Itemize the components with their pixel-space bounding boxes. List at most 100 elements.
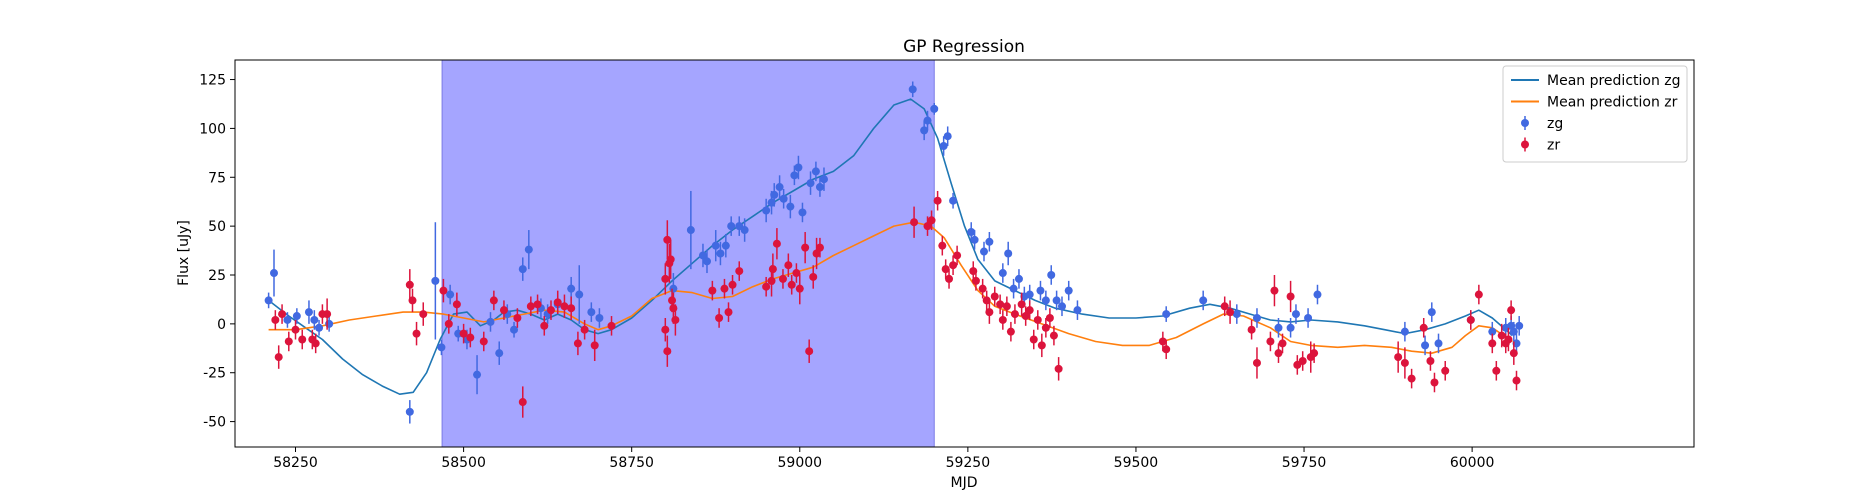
data-marker [669,304,678,313]
data-point [1054,357,1063,381]
data-point [979,241,988,262]
data-point [1006,321,1015,342]
data-point [953,245,962,266]
data-point [790,165,799,186]
series-mean-prediction-zg [268,98,1514,395]
data-marker [510,325,519,334]
data-point [941,259,950,279]
data-marker [1226,308,1235,317]
data-point [292,308,301,324]
data-marker [1515,321,1524,330]
data-point [1004,241,1013,266]
data-marker [419,310,428,319]
data-marker [805,347,814,356]
data-marker [671,315,680,324]
data-point [806,171,815,195]
data-point [815,237,824,258]
data-point [271,310,280,330]
data-point [768,253,777,285]
data-point [1298,351,1307,371]
data-marker [274,353,283,362]
x-tick-label: 58250 [273,455,318,471]
data-point [1033,310,1042,330]
data-marker [910,218,919,227]
data-marker [724,308,733,317]
y-axis: -50 -25 0 25 50 75 100 125 [199,73,235,431]
data-point [819,167,828,191]
data-marker [809,272,818,281]
data-marker [985,237,994,246]
data-point [1274,318,1283,338]
data-point [553,290,562,315]
data-point [661,263,670,295]
x-axis-label: MJD [951,475,978,491]
data-point [1057,296,1066,317]
data-point [970,230,979,250]
data-marker [923,116,932,125]
data-marker [949,261,958,270]
data-point [663,335,672,367]
data-marker [315,323,324,332]
data-point [1041,290,1050,311]
data-marker [495,349,504,358]
data-point [996,294,1005,315]
data-point [724,302,733,322]
data-point [775,175,784,199]
data-marker [770,190,779,199]
data-marker [489,296,498,305]
data-point [510,321,519,338]
data-point [1497,323,1506,348]
data-marker [513,314,522,322]
data-point [412,321,421,346]
data-point [1073,300,1082,320]
data-marker [920,126,929,135]
data-point [1041,318,1050,338]
data-marker [661,274,670,283]
data-marker [727,222,736,231]
data-point [1304,308,1313,328]
data-point [1252,347,1261,379]
y-tick-label: 75 [208,170,226,186]
data-marker [1427,308,1436,317]
data-marker [708,286,717,295]
data-marker [930,104,939,113]
data-marker [686,226,695,235]
data-point [978,278,987,299]
data-marker [941,265,950,274]
data-marker [938,241,947,250]
data-marker [1298,357,1307,365]
data-point [939,136,948,156]
data-point [278,304,287,324]
series-zr [271,190,1521,418]
data-marker [711,241,720,250]
data-marker [437,343,446,352]
data-marker [444,319,453,328]
data-point [1474,284,1483,305]
data-point [715,308,724,328]
data-marker [943,132,952,141]
data-point [526,296,535,317]
data-marker [560,302,569,311]
data-marker [325,319,334,328]
data-marker [949,196,958,205]
data-marker [721,241,730,250]
data-marker [1004,249,1013,258]
data-point [1427,302,1436,322]
data-marker [1419,323,1428,332]
data-marker [811,167,820,176]
legend-marker-swatch [1521,140,1529,149]
data-point [513,308,522,328]
data-marker [1232,310,1241,319]
data-point [1017,292,1026,317]
data-marker [590,341,599,350]
data-marker [304,308,313,317]
data-marker [1014,274,1023,283]
data-point [315,319,324,336]
data-marker [1057,302,1066,311]
data-point [1021,306,1030,326]
y-tick-label: 25 [208,268,226,284]
data-point [985,232,994,252]
data-point [998,310,1007,330]
data-point [998,263,1007,283]
data-marker [967,228,976,236]
